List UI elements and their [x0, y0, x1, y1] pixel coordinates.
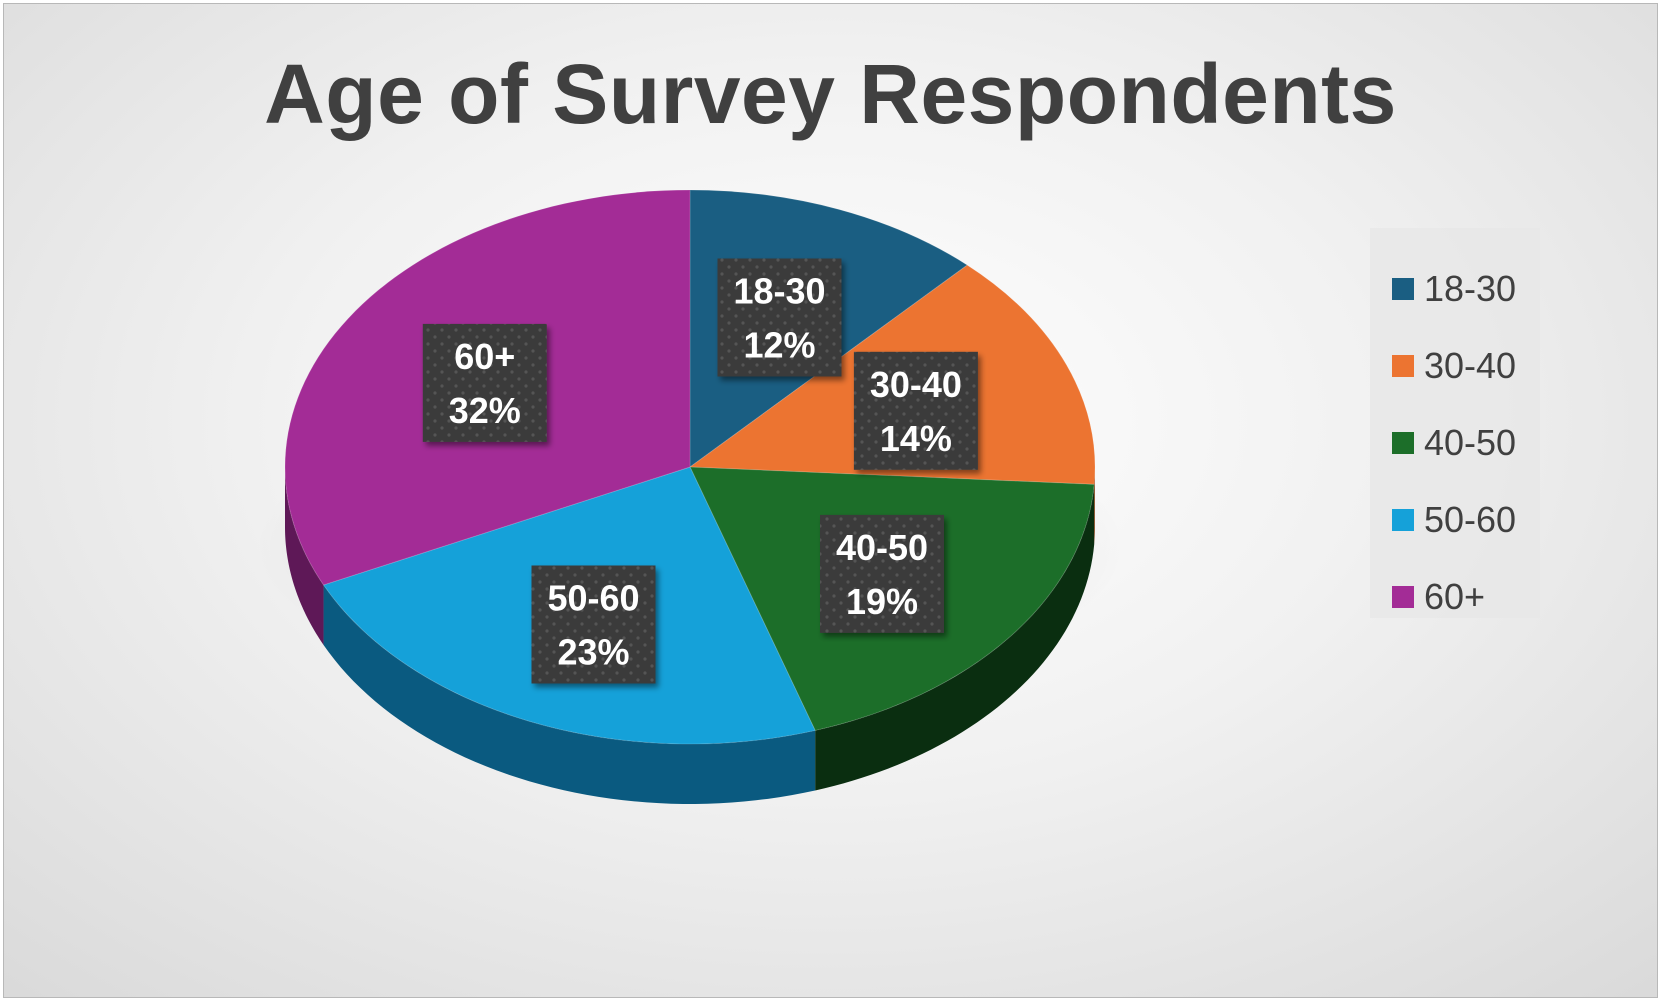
data-label-18-30: 18-30 12%	[717, 258, 842, 377]
legend-label: 60+	[1424, 575, 1486, 617]
data-label-50-60: 50-60 23%	[531, 565, 656, 684]
chart-title: Age of Survey Respondents	[264, 47, 1397, 141]
data-label-value: 12%	[743, 325, 815, 366]
legend-swatch	[1392, 585, 1414, 608]
legend-label: 18-30	[1424, 267, 1517, 309]
data-label-category: 50-60	[547, 578, 639, 619]
legend-label: 30-40	[1424, 344, 1517, 386]
legend-swatch	[1392, 508, 1414, 531]
data-label-box	[422, 323, 547, 442]
pie-slice-side-40-50	[815, 484, 1095, 791]
legend-swatch	[1392, 354, 1414, 377]
pie-slice-side-50-60	[323, 584, 816, 804]
data-label-value: 32%	[449, 390, 521, 431]
legend-label: 40-50	[1424, 421, 1517, 463]
legend-item-50-60: 50-60	[1370, 481, 1540, 558]
data-label-box	[820, 514, 944, 633]
data-label-category: 18-30	[733, 271, 825, 312]
data-label-30-40: 30-40 14%	[853, 351, 978, 470]
data-label-box	[853, 351, 978, 470]
chart-area: Age of Survey Respondents 18-30 12% 30-40 1…	[3, 3, 1658, 998]
legend-item-18-30: 18-30	[1370, 250, 1540, 327]
legend-item-30-40: 30-40	[1370, 327, 1540, 404]
legend-item-60-plus: 60+	[1370, 558, 1540, 635]
data-label-value: 14%	[880, 418, 952, 459]
data-label-category: 30-40	[870, 364, 962, 405]
data-label-category: 40-50	[836, 527, 928, 568]
legend-swatch	[1392, 277, 1414, 300]
pie-slice-side-30-40	[1094, 467, 1095, 545]
data-label-category: 60+	[454, 336, 515, 377]
data-label-40-50: 40-50 19%	[820, 514, 944, 633]
data-label-box	[531, 565, 656, 684]
legend-label: 50-60	[1424, 498, 1517, 540]
data-label-60+: 60+32%	[422, 323, 547, 442]
data-label-value: 23%	[557, 632, 629, 673]
legend-item-40-50: 40-50	[1370, 404, 1540, 481]
data-label-value: 19%	[846, 581, 918, 622]
legend-swatch	[1392, 431, 1414, 454]
data-label-box	[717, 258, 842, 377]
pie-slice-side-60+	[285, 467, 324, 645]
legend: 18-30 30-40 40-50 50-60 60+	[1370, 228, 1540, 618]
